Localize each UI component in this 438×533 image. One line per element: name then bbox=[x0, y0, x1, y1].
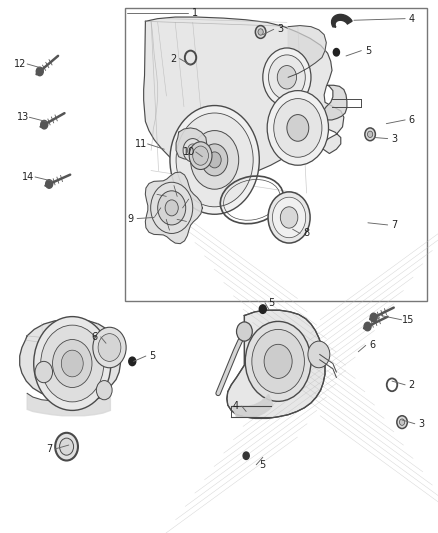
Circle shape bbox=[268, 55, 305, 100]
Polygon shape bbox=[332, 14, 352, 27]
Text: 5: 5 bbox=[365, 46, 371, 55]
Polygon shape bbox=[145, 172, 202, 244]
Text: 8: 8 bbox=[304, 229, 310, 238]
Text: 2: 2 bbox=[409, 380, 415, 390]
Circle shape bbox=[264, 344, 292, 378]
Text: 4: 4 bbox=[409, 14, 415, 23]
Circle shape bbox=[255, 26, 266, 38]
Circle shape bbox=[60, 438, 74, 455]
Polygon shape bbox=[227, 310, 325, 418]
Text: 5: 5 bbox=[260, 460, 266, 470]
Polygon shape bbox=[232, 394, 273, 417]
Circle shape bbox=[272, 197, 306, 238]
Circle shape bbox=[151, 182, 193, 233]
Text: 3: 3 bbox=[277, 25, 283, 34]
Bar bbox=[125, 8, 427, 301]
Circle shape bbox=[258, 29, 263, 35]
Text: 9: 9 bbox=[127, 214, 134, 223]
Circle shape bbox=[259, 305, 266, 313]
Text: 3: 3 bbox=[418, 419, 424, 429]
Circle shape bbox=[61, 350, 83, 377]
Circle shape bbox=[201, 144, 228, 176]
Text: 15: 15 bbox=[402, 315, 414, 325]
Text: 14: 14 bbox=[22, 172, 35, 182]
Circle shape bbox=[41, 325, 104, 402]
Polygon shape bbox=[20, 320, 120, 401]
Text: 13: 13 bbox=[17, 112, 29, 122]
Circle shape bbox=[98, 334, 121, 361]
Text: 6: 6 bbox=[409, 115, 415, 125]
Circle shape bbox=[158, 191, 186, 225]
Text: 5: 5 bbox=[268, 298, 275, 308]
Circle shape bbox=[364, 322, 371, 331]
Circle shape bbox=[55, 433, 78, 461]
Circle shape bbox=[365, 128, 375, 141]
Circle shape bbox=[46, 180, 53, 188]
Circle shape bbox=[287, 115, 309, 141]
Polygon shape bbox=[144, 17, 344, 178]
Circle shape bbox=[237, 322, 252, 341]
Circle shape bbox=[165, 200, 178, 216]
Circle shape bbox=[183, 139, 202, 162]
Text: 2: 2 bbox=[170, 54, 176, 63]
Text: 6: 6 bbox=[369, 341, 375, 350]
Circle shape bbox=[41, 120, 48, 129]
Circle shape bbox=[308, 341, 330, 368]
Circle shape bbox=[370, 313, 377, 322]
Circle shape bbox=[191, 131, 239, 189]
Circle shape bbox=[280, 207, 298, 228]
Circle shape bbox=[268, 192, 310, 243]
Circle shape bbox=[176, 113, 253, 207]
Circle shape bbox=[96, 381, 112, 400]
Circle shape bbox=[208, 152, 221, 168]
Circle shape bbox=[274, 99, 322, 157]
Circle shape bbox=[93, 327, 126, 368]
Text: 7: 7 bbox=[391, 220, 397, 230]
Text: 5: 5 bbox=[149, 351, 155, 361]
Circle shape bbox=[193, 146, 208, 165]
Circle shape bbox=[367, 131, 373, 138]
Circle shape bbox=[333, 49, 339, 56]
Circle shape bbox=[35, 361, 53, 383]
Circle shape bbox=[36, 67, 43, 76]
Text: 6: 6 bbox=[91, 332, 97, 342]
Text: 11: 11 bbox=[135, 139, 147, 149]
Circle shape bbox=[263, 48, 311, 107]
Text: 3: 3 bbox=[391, 134, 397, 143]
Text: 1: 1 bbox=[192, 8, 198, 18]
Circle shape bbox=[267, 91, 328, 165]
Circle shape bbox=[397, 416, 407, 429]
Circle shape bbox=[252, 329, 304, 393]
Polygon shape bbox=[176, 128, 207, 160]
Circle shape bbox=[34, 317, 111, 410]
Polygon shape bbox=[288, 26, 326, 77]
Text: 4: 4 bbox=[232, 401, 238, 411]
Polygon shape bbox=[323, 85, 347, 120]
Circle shape bbox=[53, 340, 92, 387]
Text: 12: 12 bbox=[14, 59, 27, 69]
Text: 10: 10 bbox=[183, 147, 195, 157]
Polygon shape bbox=[27, 393, 110, 416]
Circle shape bbox=[170, 106, 259, 214]
Circle shape bbox=[277, 66, 297, 89]
Circle shape bbox=[399, 419, 405, 425]
Circle shape bbox=[187, 144, 198, 157]
Circle shape bbox=[245, 321, 311, 401]
Circle shape bbox=[129, 357, 136, 366]
Circle shape bbox=[243, 452, 249, 459]
Circle shape bbox=[189, 142, 212, 169]
Text: 7: 7 bbox=[46, 444, 52, 454]
